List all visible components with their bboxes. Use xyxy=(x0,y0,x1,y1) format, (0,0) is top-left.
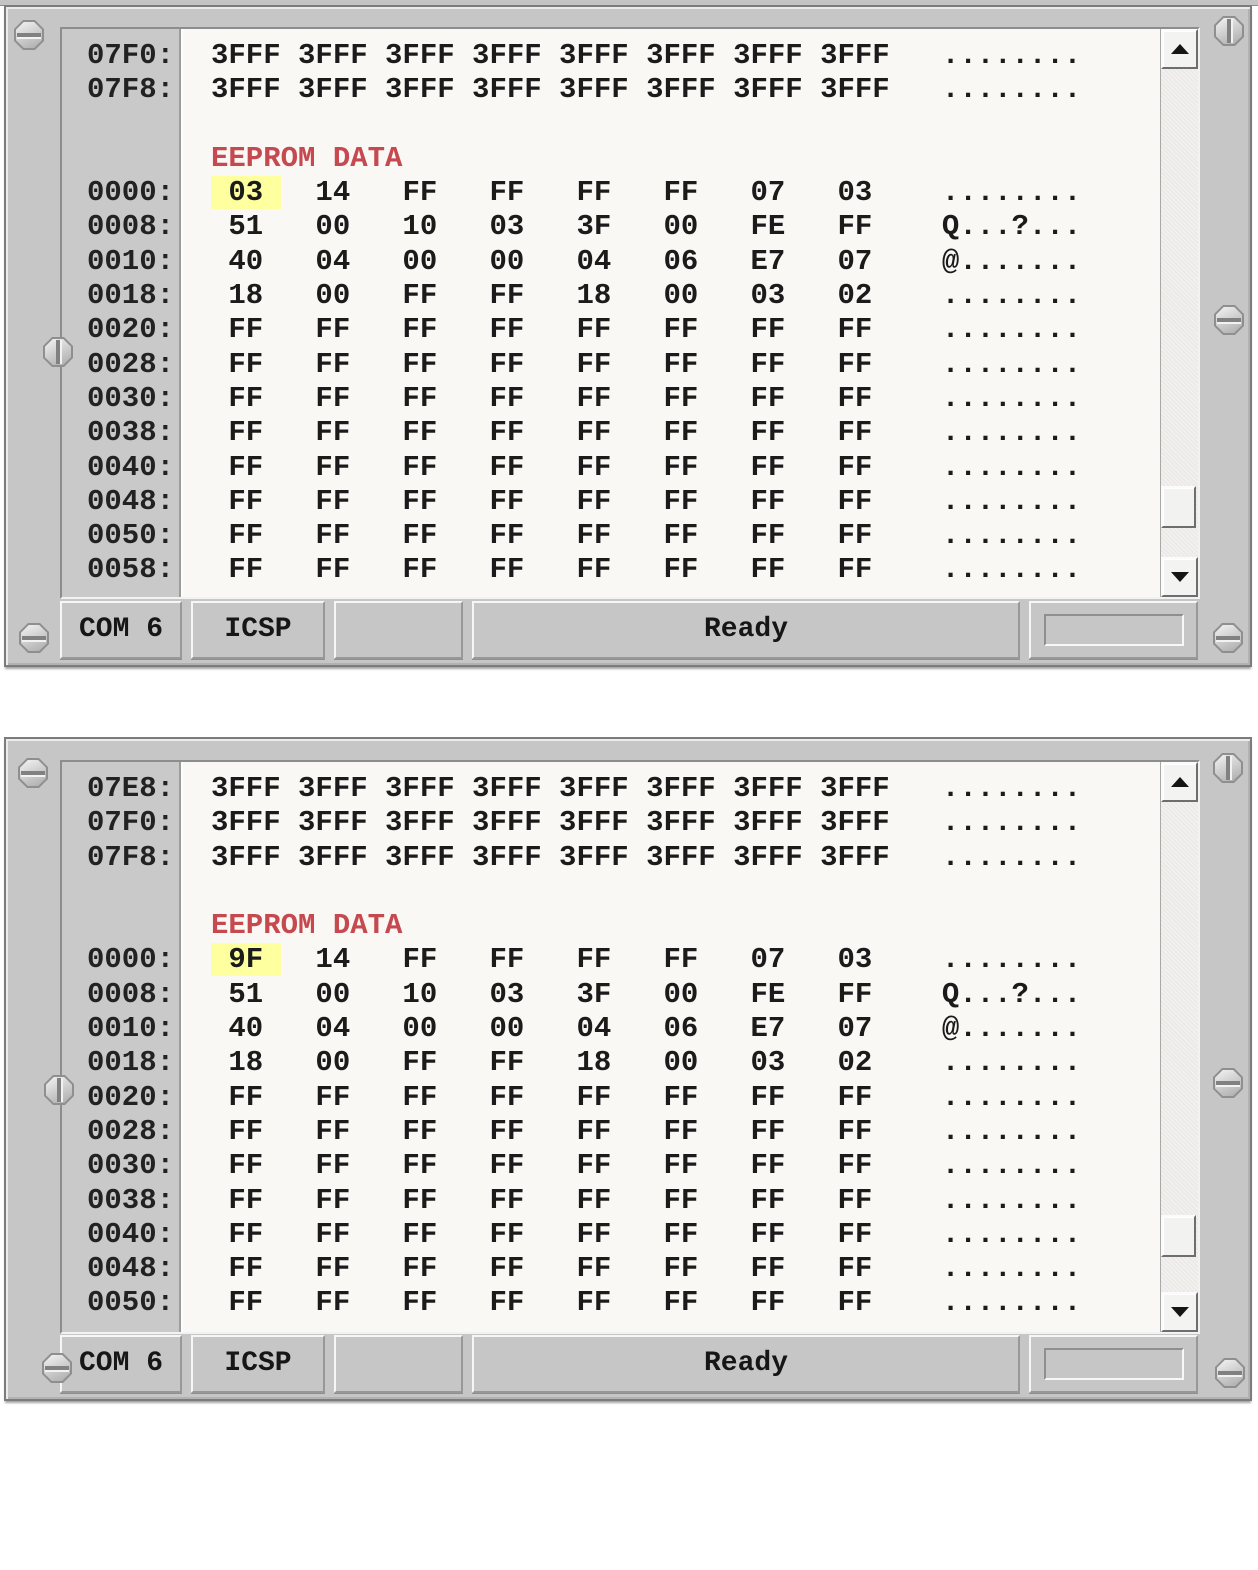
com-port-label: COM 6 xyxy=(78,614,163,645)
mode-label: ICSP xyxy=(224,1348,292,1379)
screw-horizontal-icon xyxy=(14,20,44,50)
screw-horizontal-icon xyxy=(1213,623,1243,653)
status-bar: COM 6 ICSP Ready xyxy=(60,601,1198,659)
arrow-up-icon xyxy=(1170,777,1189,787)
scroll-down-button[interactable] xyxy=(1161,1292,1198,1332)
arrow-down-icon xyxy=(1170,1307,1189,1317)
com-port-panel: COM 6 xyxy=(60,601,182,659)
progress-bar xyxy=(1043,1348,1184,1380)
scroll-up-button[interactable] xyxy=(1161,762,1198,802)
vertical-scrollbar[interactable] xyxy=(1160,29,1198,597)
aux-panel xyxy=(334,601,463,659)
screw-horizontal-icon xyxy=(42,1353,72,1383)
screw-horizontal-icon xyxy=(19,623,49,653)
screw-horizontal-icon xyxy=(18,758,48,788)
status-bar: COM 6 ICSP Ready xyxy=(60,1335,1198,1393)
arrow-up-icon xyxy=(1170,44,1189,54)
eeprom-data-label: EEPROM DATA xyxy=(211,141,403,175)
progress-bar xyxy=(1043,614,1184,646)
screw-vertical-icon xyxy=(1213,753,1243,783)
programmer-window-bottom: 07E8: 07F0: 07F8: 0000: 0008: 0010: 0018… xyxy=(4,737,1252,1401)
com-port-panel: COM 6 xyxy=(60,1335,182,1393)
status-label: Ready xyxy=(703,614,788,645)
status-panel: Ready xyxy=(472,601,1020,659)
address-gutter: 07F0: 07F8: 0000: 0008: 0010: 0018: 0020… xyxy=(62,29,181,597)
vertical-scrollbar[interactable] xyxy=(1160,762,1198,1332)
scrollbar-track[interactable] xyxy=(1161,802,1198,1292)
eeprom-data-label: EEPROM DATA xyxy=(211,909,403,943)
hex-dump[interactable]: 3FFF 3FFF 3FFF 3FFF 3FFF 3FFF 3FFF 3FFF … xyxy=(211,772,1082,1320)
aux-panel xyxy=(334,1335,463,1393)
progress-panel xyxy=(1029,1335,1198,1393)
status-panel: Ready xyxy=(472,1335,1020,1393)
address-gutter: 07E8: 07F0: 07F8: 0000: 0008: 0010: 0018… xyxy=(62,762,181,1332)
progress-panel xyxy=(1029,601,1198,659)
screw-horizontal-icon xyxy=(1215,1358,1245,1388)
memory-view: 07E8: 07F0: 07F8: 0000: 0008: 0010: 0018… xyxy=(60,760,1200,1334)
screw-vertical-icon xyxy=(1214,16,1244,46)
highlighted-byte: 9F xyxy=(211,943,281,977)
scroll-up-button[interactable] xyxy=(1161,29,1198,69)
memory-view: 07F0: 07F8: 0000: 0008: 0010: 0018: 0020… xyxy=(60,27,1200,599)
hex-dump[interactable]: 3FFF 3FFF 3FFF 3FFF 3FFF 3FFF 3FFF 3FFF … xyxy=(211,39,1082,587)
scrollbar-track[interactable] xyxy=(1161,69,1198,557)
scroll-down-button[interactable] xyxy=(1161,557,1198,597)
mode-panel: ICSP xyxy=(191,601,325,659)
mode-label: ICSP xyxy=(224,614,292,645)
com-port-label: COM 6 xyxy=(78,1348,163,1379)
scrollbar-thumb[interactable] xyxy=(1161,1215,1196,1257)
arrow-down-icon xyxy=(1170,572,1189,582)
screw-horizontal-icon xyxy=(1214,305,1244,335)
status-label: Ready xyxy=(703,1348,788,1379)
scrollbar-thumb[interactable] xyxy=(1161,486,1196,528)
mode-panel: ICSP xyxy=(191,1335,325,1393)
screw-vertical-icon xyxy=(44,1075,74,1105)
programmer-window-top: 07F0: 07F8: 0000: 0008: 0010: 0018: 0020… xyxy=(4,5,1252,667)
screw-vertical-icon xyxy=(43,337,73,367)
screw-horizontal-icon xyxy=(1213,1068,1243,1098)
highlighted-byte: 03 xyxy=(211,176,281,210)
